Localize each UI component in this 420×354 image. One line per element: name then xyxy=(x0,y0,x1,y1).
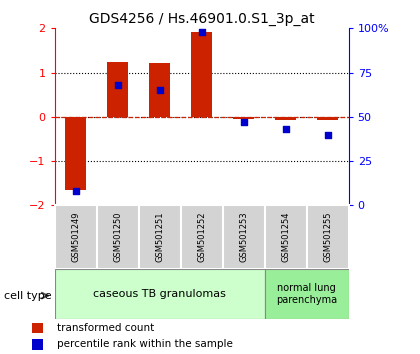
Bar xyxy=(191,32,212,117)
Point xyxy=(198,29,205,35)
Bar xyxy=(107,62,128,117)
Text: cell type: cell type xyxy=(4,291,52,301)
Bar xyxy=(307,205,349,269)
Bar xyxy=(223,205,265,269)
Bar xyxy=(55,205,97,269)
Bar xyxy=(55,269,265,319)
Text: percentile rank within the sample: percentile rank within the sample xyxy=(57,339,233,349)
Bar xyxy=(139,205,181,269)
Title: GDS4256 / Hs.46901.0.S1_3p_at: GDS4256 / Hs.46901.0.S1_3p_at xyxy=(89,12,315,26)
Text: GSM501255: GSM501255 xyxy=(323,212,332,262)
Bar xyxy=(65,117,86,190)
Text: normal lung
parenchyma: normal lung parenchyma xyxy=(276,283,337,305)
Bar xyxy=(317,117,338,120)
Bar xyxy=(32,323,43,333)
Bar xyxy=(97,205,139,269)
Point xyxy=(156,87,163,93)
Text: GSM501254: GSM501254 xyxy=(281,212,290,262)
Text: transformed count: transformed count xyxy=(57,323,154,333)
Text: GSM501250: GSM501250 xyxy=(113,212,122,262)
Text: GSM501251: GSM501251 xyxy=(155,212,164,262)
Point xyxy=(324,132,331,137)
Bar xyxy=(275,117,296,120)
Bar xyxy=(32,339,43,350)
Bar xyxy=(149,63,170,117)
Point xyxy=(72,188,79,194)
Text: GSM501252: GSM501252 xyxy=(197,212,206,262)
Text: GSM501253: GSM501253 xyxy=(239,212,248,263)
Point xyxy=(240,119,247,125)
Text: caseous TB granulomas: caseous TB granulomas xyxy=(93,289,226,299)
Point xyxy=(114,82,121,88)
Bar xyxy=(181,205,223,269)
Text: GSM501249: GSM501249 xyxy=(71,212,80,262)
Point xyxy=(282,126,289,132)
Bar xyxy=(265,205,307,269)
Bar xyxy=(233,117,254,119)
Bar xyxy=(265,269,349,319)
